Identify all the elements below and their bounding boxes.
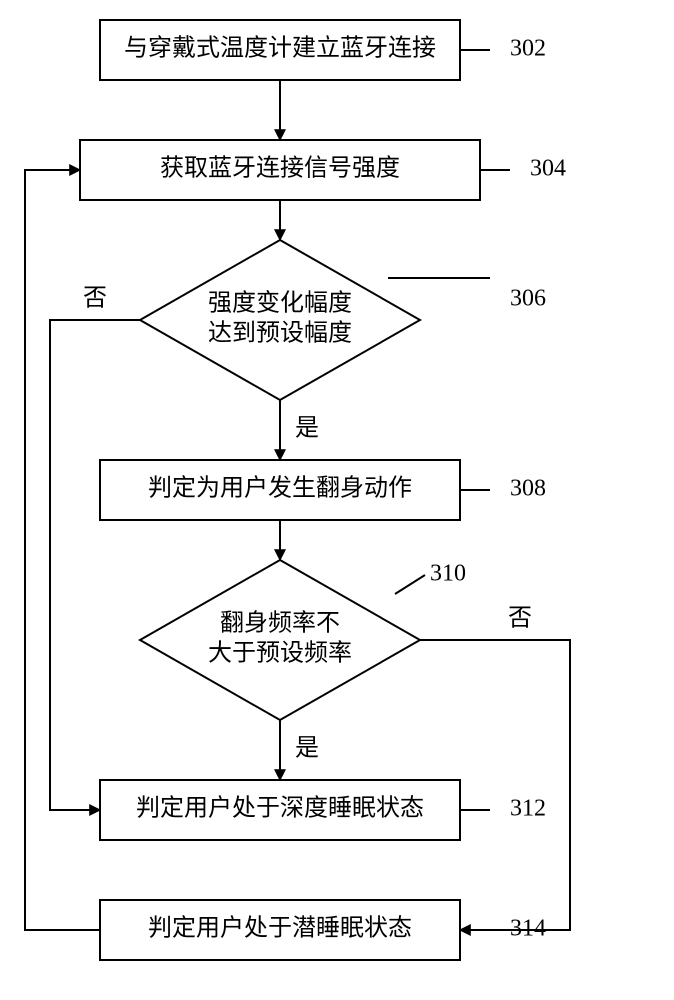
step-number: 312	[510, 796, 546, 822]
node-text: 达到预设幅度	[208, 320, 352, 347]
branch-label: 否	[83, 286, 107, 312]
branch-label: 否	[508, 606, 532, 632]
step-number: 314	[510, 916, 546, 942]
step-number: 310	[430, 561, 466, 587]
flow-node: 判定用户处于潜睡眠状态	[100, 900, 460, 960]
flow-edge	[395, 575, 425, 594]
step-number: 308	[510, 476, 546, 502]
flow-edge	[50, 320, 140, 810]
step-number: 302	[510, 36, 546, 62]
flow-edge	[25, 170, 100, 930]
branch-label: 是	[295, 416, 319, 442]
step-number: 306	[510, 286, 546, 312]
node-text: 判定用户处于潜睡眠状态	[148, 915, 412, 942]
node-text: 翻身频率不	[220, 610, 340, 637]
node-text: 与穿戴式温度计建立蓝牙连接	[124, 35, 436, 62]
flow-node: 与穿戴式温度计建立蓝牙连接	[100, 20, 460, 80]
node-text: 强度变化幅度	[208, 290, 352, 317]
flow-node: 判定用户处于深度睡眠状态	[100, 780, 460, 840]
node-text: 判定用户处于深度睡眠状态	[136, 795, 424, 822]
flow-node: 翻身频率不大于预设频率	[140, 560, 420, 720]
node-text: 获取蓝牙连接信号强度	[160, 155, 400, 182]
branch-label: 是	[295, 736, 319, 762]
flow-node: 判定为用户发生翻身动作	[100, 460, 460, 520]
flow-node: 获取蓝牙连接信号强度	[80, 140, 480, 200]
step-number: 304	[530, 156, 566, 182]
node-text: 大于预设频率	[208, 640, 352, 667]
flow-node: 强度变化幅度达到预设幅度	[140, 240, 420, 400]
node-text: 判定为用户发生翻身动作	[148, 475, 412, 502]
